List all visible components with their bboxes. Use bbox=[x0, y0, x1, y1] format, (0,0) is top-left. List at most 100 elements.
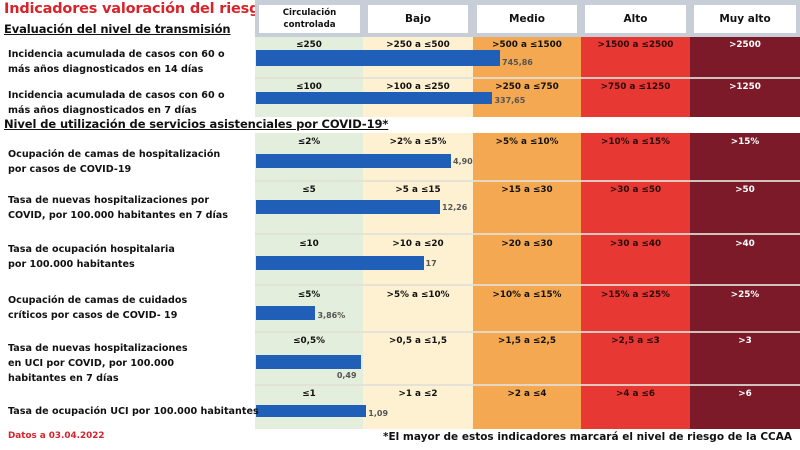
header-circulacion: Circulación controlada bbox=[259, 5, 360, 33]
threshold-cell: >5% a ≤10% bbox=[495, 137, 559, 147]
threshold-cell: >1 a ≤2 bbox=[398, 389, 438, 399]
indicator-label: Incidencia acumulada de casos con 60 o má… bbox=[8, 88, 225, 118]
indicator-label: Tasa de ocupación hospitalaria por 100.00… bbox=[8, 242, 175, 272]
indicator-label-line: COVID, por 100.000 habitantes en 7 días bbox=[8, 210, 228, 221]
indicator-label-line: Tasa de nuevas hospitalizaciones por bbox=[8, 195, 210, 206]
threshold-cell: >250 a ≤750 bbox=[495, 82, 559, 92]
threshold-cell: ≤10 bbox=[299, 239, 319, 249]
indicator-label-line: Tasa de nuevas hospitalizaciones bbox=[8, 343, 188, 354]
threshold-cell: >100 a ≤250 bbox=[386, 82, 450, 92]
threshold-cell: >10 a ≤20 bbox=[392, 239, 444, 249]
row-separator bbox=[255, 233, 800, 235]
indicator-label: Ocupación de camas de hospitalización por… bbox=[8, 147, 220, 177]
indicator-label: Tasa de nuevas hospitalizaciones por COVI… bbox=[8, 193, 228, 223]
value-bar bbox=[256, 355, 361, 369]
indicator-label: Ocupación de camas de cuidados críticos p… bbox=[8, 293, 187, 323]
page-title: Indicadores valoración del riesgo bbox=[4, 1, 270, 17]
threshold-cell: >1250 bbox=[729, 82, 761, 92]
indicator-label: Tasa de ocupación UCI por 100.000 habita… bbox=[8, 404, 259, 419]
threshold-cell: >2% a ≤5% bbox=[389, 137, 447, 147]
value-bar bbox=[256, 50, 500, 66]
value-bar bbox=[256, 405, 367, 417]
threshold-cell: >30 a ≤50 bbox=[609, 185, 662, 195]
value-label: 3,86% bbox=[317, 311, 346, 320]
value-bar bbox=[256, 200, 440, 214]
threshold-cell: >6 bbox=[738, 389, 752, 399]
threshold-cell: >2500 bbox=[729, 40, 761, 50]
threshold-cell: >40 bbox=[735, 239, 755, 249]
section-title-transmission: Evaluación del nivel de transmisión bbox=[4, 22, 231, 36]
threshold-cell: >4 a ≤6 bbox=[615, 389, 656, 399]
threshold-cell: >15% bbox=[730, 137, 760, 147]
threshold-cell: >500 a ≤1500 bbox=[492, 40, 562, 50]
indicator-label-line: en UCI por COVID, por 100.000 bbox=[8, 358, 175, 369]
value-label: 12,26 bbox=[442, 203, 468, 212]
threshold-cell: >10% a ≤15% bbox=[492, 290, 562, 300]
threshold-cell: >50 bbox=[735, 185, 755, 195]
level-band-circulacion bbox=[255, 133, 363, 429]
threshold-cell: ≤1 bbox=[302, 389, 316, 399]
threshold-cell: >10% a ≤15% bbox=[601, 137, 670, 147]
value-bar bbox=[256, 306, 316, 320]
value-label: 0,49 bbox=[336, 371, 357, 380]
indicator-label-line: Tasa de ocupación UCI por 100.000 habita… bbox=[8, 406, 259, 417]
indicator-label: Tasa de nuevas hospitalizaciones en UCI p… bbox=[8, 341, 188, 386]
threshold-cell: ≤100 bbox=[296, 82, 322, 92]
value-label: 337,65 bbox=[494, 96, 526, 105]
header-alto: Alto bbox=[585, 5, 686, 33]
level-band-medio bbox=[473, 133, 581, 429]
threshold-cell: >15% a ≤25% bbox=[601, 290, 670, 300]
row-separator bbox=[255, 331, 800, 333]
value-bar bbox=[256, 154, 451, 168]
row-separator bbox=[255, 180, 800, 182]
indicator-label-line: Tasa de ocupación hospitalaria bbox=[8, 244, 175, 255]
threshold-cell: ≤2% bbox=[297, 137, 321, 147]
threshold-cell: >3 bbox=[738, 336, 752, 346]
threshold-cell: ≤5 bbox=[302, 185, 316, 195]
indicator-label-line: Ocupación de camas de hospitalización bbox=[8, 149, 221, 160]
row-separator bbox=[255, 384, 800, 386]
level-band-bajo bbox=[363, 133, 473, 429]
section-title-services: Nivel de utilización de servicios asiste… bbox=[4, 117, 389, 131]
indicator-label-line: críticos por casos de COVID- 19 bbox=[8, 310, 178, 321]
indicator-label: Incidencia acumulada de casos con 60 o má… bbox=[8, 47, 225, 77]
level-band-alto bbox=[581, 133, 690, 429]
threshold-cell: >2,5 a ≤3 bbox=[611, 336, 660, 346]
threshold-cell: >15 a ≤30 bbox=[501, 185, 553, 195]
threshold-cell: >20 a ≤30 bbox=[501, 239, 553, 249]
threshold-cell: >5 a ≤15 bbox=[395, 185, 441, 195]
header-medio: Medio bbox=[477, 5, 577, 33]
threshold-cell: >750 a ≤1250 bbox=[600, 82, 671, 92]
indicator-label-line: Incidencia acumulada de casos con 60 o bbox=[8, 90, 225, 101]
indicator-label-line: por 100.000 habitantes bbox=[8, 259, 135, 270]
threshold-cell: ≤0,5% bbox=[293, 336, 325, 346]
threshold-cell: >0,5 a ≤1,5 bbox=[389, 336, 447, 346]
row-separator bbox=[255, 77, 800, 79]
value-bar bbox=[256, 92, 493, 104]
threshold-cell: ≤5% bbox=[297, 290, 321, 300]
level-band-muy_alto bbox=[690, 133, 800, 429]
header-bajo: Bajo bbox=[368, 5, 468, 33]
threshold-cell: ≤250 bbox=[296, 40, 322, 50]
data-date: Datos a 03.04.2022 bbox=[8, 431, 105, 441]
indicator-label-line: por casos de COVID-19 bbox=[8, 164, 132, 175]
header-muy-alto: Muy alto bbox=[694, 5, 796, 33]
indicator-label-line: Incidencia acumulada de casos con 60 o bbox=[8, 49, 225, 60]
footnote: *El mayor de estos indicadores marcará e… bbox=[383, 431, 792, 443]
threshold-cell: >1,5 a ≤2,5 bbox=[498, 336, 556, 346]
indicator-label-line: habitantes en 7 días bbox=[8, 373, 119, 384]
threshold-cell: >5% a ≤10% bbox=[386, 290, 450, 300]
threshold-cell: >250 a ≤500 bbox=[386, 40, 450, 50]
threshold-cell: >2 a ≤4 bbox=[507, 389, 547, 399]
value-label: 4,90 bbox=[453, 157, 473, 166]
indicator-label-line: Ocupación de camas de cuidados bbox=[8, 295, 188, 306]
indicator-label-line: más años diagnosticados en 14 días bbox=[8, 64, 204, 75]
value-bar bbox=[256, 256, 424, 270]
row-separator bbox=[255, 284, 800, 286]
threshold-cell: >1500 a ≤2500 bbox=[597, 40, 674, 50]
threshold-cell: >25% bbox=[730, 290, 760, 300]
value-label: 745,86 bbox=[502, 58, 533, 67]
value-label: 1,09 bbox=[368, 409, 389, 418]
threshold-cell: >30 a ≤40 bbox=[609, 239, 662, 249]
indicator-label-line: más años diagnosticados en 7 días bbox=[8, 105, 197, 116]
